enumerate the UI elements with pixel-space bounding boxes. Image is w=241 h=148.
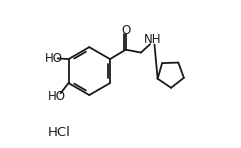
Text: HO: HO bbox=[48, 90, 66, 103]
Text: HCl: HCl bbox=[47, 126, 70, 139]
Text: NH: NH bbox=[144, 33, 161, 46]
Text: O: O bbox=[121, 24, 130, 37]
Text: HO: HO bbox=[45, 52, 63, 65]
